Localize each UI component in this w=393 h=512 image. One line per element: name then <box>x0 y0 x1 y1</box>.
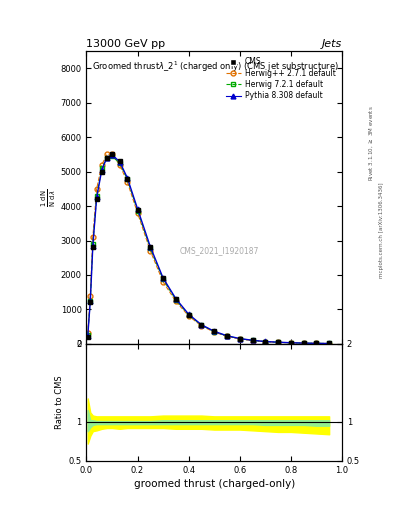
Text: CMS_2021_I1920187: CMS_2021_I1920187 <box>180 246 259 254</box>
Text: Groomed thrust$\lambda$_2$^1$ (charged only) (CMS jet substructure): Groomed thrust$\lambda$_2$^1$ (charged o… <box>92 60 338 74</box>
Y-axis label: Ratio to CMS: Ratio to CMS <box>55 375 64 429</box>
Legend: CMS, Herwig++ 2.7.1 default, Herwig 7.2.1 default, Pythia 8.308 default: CMS, Herwig++ 2.7.1 default, Herwig 7.2.… <box>224 55 338 102</box>
Text: Jets: Jets <box>321 39 342 49</box>
Text: 13000 GeV pp: 13000 GeV pp <box>86 39 165 49</box>
Y-axis label: $\frac{1}{\mathrm{N}}\frac{\mathrm{d}\,\mathrm{N}}{\mathrm{d}\,\lambda}$: $\frac{1}{\mathrm{N}}\frac{\mathrm{d}\,\… <box>39 188 58 207</box>
Text: Rivet 3.1.10, $\geq$ 3M events: Rivet 3.1.10, $\geq$ 3M events <box>367 105 375 181</box>
Text: mcplots.cern.ch [arXiv:1306.3436]: mcplots.cern.ch [arXiv:1306.3436] <box>379 183 384 278</box>
X-axis label: groomed thrust (charged-only): groomed thrust (charged-only) <box>134 479 295 489</box>
